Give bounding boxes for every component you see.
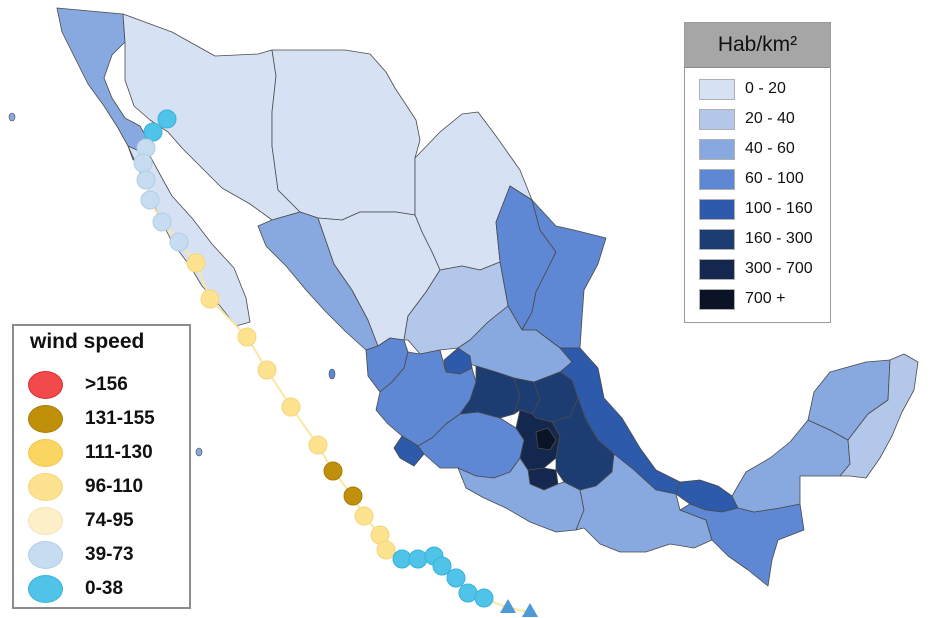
wind-label: 96-110	[85, 476, 144, 497]
island	[328, 368, 336, 380]
density-swatch	[699, 198, 735, 220]
track-point	[408, 549, 428, 569]
track-point	[343, 486, 363, 506]
state-quintana-roo	[839, 353, 919, 479]
density-legend-item: 300 - 700	[699, 258, 813, 280]
density-legend-item: 60 - 100	[699, 168, 804, 190]
wind-label: 131-155	[85, 408, 155, 429]
wind-legend-item: 0-38	[28, 575, 123, 603]
density-legend-title: Hab/km²	[685, 23, 830, 68]
density-label: 300 - 700	[745, 260, 813, 277]
hurricane-track-points	[133, 109, 538, 617]
wind-dot	[28, 405, 63, 433]
density-label: 100 - 160	[745, 200, 813, 217]
wind-dot	[28, 541, 63, 569]
wind-legend-item: 131-155	[28, 405, 155, 433]
density-legend-item: 160 - 300	[699, 228, 813, 250]
state-chihuahua	[271, 49, 421, 221]
track-point	[376, 540, 396, 560]
track-point	[323, 461, 343, 481]
wind-dot	[28, 473, 63, 501]
wind-label: 39-73	[85, 544, 134, 565]
wind-legend-item: 96-110	[28, 473, 143, 501]
track-triangle	[500, 599, 516, 613]
density-legend-item: 700 +	[699, 288, 785, 310]
track-point	[143, 122, 163, 142]
track-point	[392, 549, 412, 569]
wind-legend-item: 39-73	[28, 541, 134, 569]
wind-label: 74-95	[85, 510, 134, 531]
track-point	[133, 153, 153, 173]
track-point	[354, 506, 374, 526]
density-legend-item: 0 - 20	[699, 78, 786, 100]
track-point	[169, 232, 189, 252]
track-point	[281, 397, 301, 417]
track-point	[237, 327, 257, 347]
track-point	[136, 170, 156, 190]
wind-dot	[28, 439, 63, 467]
density-swatch	[699, 258, 735, 280]
wind-dot	[28, 371, 63, 399]
track-point	[474, 588, 494, 608]
wind-label: 111-130	[85, 442, 153, 463]
track-point	[446, 568, 466, 588]
wind-dot	[28, 575, 63, 603]
density-legend-item: 100 - 160	[699, 198, 813, 220]
state-guerrero	[457, 457, 585, 533]
state-cdmx	[535, 427, 557, 451]
track-point	[257, 360, 277, 380]
density-swatch	[699, 288, 735, 310]
density-label: 700 +	[745, 290, 786, 307]
density-swatch	[699, 228, 735, 250]
island	[8, 112, 16, 122]
density-legend-item: 20 - 40	[699, 108, 795, 130]
track-point	[157, 109, 177, 129]
density-swatch	[699, 78, 735, 100]
density-label: 0 - 20	[745, 80, 786, 97]
wind-legend-item: >156	[28, 371, 128, 399]
track-point	[308, 435, 328, 455]
state-chiapas	[679, 503, 805, 587]
track-triangle	[522, 603, 538, 617]
density-label: 40 - 60	[745, 140, 795, 157]
wind-label: 0-38	[85, 578, 124, 599]
density-swatch	[699, 138, 735, 160]
density-swatch	[699, 168, 735, 190]
track-point	[458, 583, 478, 603]
wind-legend-item: 74-95	[28, 507, 134, 535]
density-legend-item: 40 - 60	[699, 138, 795, 160]
state-campeche	[731, 419, 851, 513]
density-label: 20 - 40	[745, 110, 795, 127]
track-point	[200, 289, 220, 309]
track-point	[186, 253, 206, 273]
wind-speed-legend: wind speed >156 131-155 111-130 96-110 7…	[12, 324, 191, 609]
density-swatch	[699, 108, 735, 130]
wind-legend-item: 111-130	[28, 439, 153, 467]
wind-label: >156	[85, 374, 128, 395]
density-label: 160 - 300	[745, 230, 813, 247]
wind-legend-title: wind speed	[30, 330, 145, 353]
track-point	[140, 190, 160, 210]
density-label: 60 - 100	[745, 170, 804, 187]
track-point	[432, 556, 452, 576]
track-point	[152, 212, 172, 232]
island	[195, 447, 203, 457]
density-legend: Hab/km² 0 - 20 20 - 40 40 - 60 60 - 100 …	[684, 22, 831, 323]
wind-dot	[28, 507, 63, 535]
